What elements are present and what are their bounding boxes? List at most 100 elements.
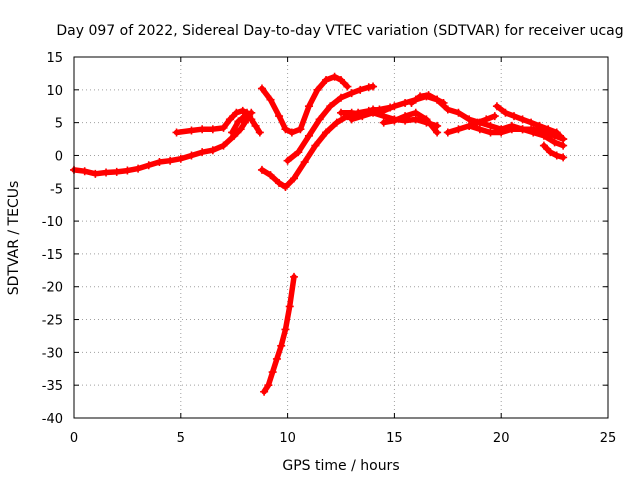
data-point [529,128,538,137]
data-point [255,128,264,137]
data-point [337,75,345,84]
data-point [343,82,352,91]
grid-lines [74,57,608,418]
data-point [379,118,388,127]
data-point [296,125,305,134]
series-trace [541,142,566,161]
data-point [539,141,548,150]
data-point [550,138,559,147]
data-point [313,85,322,94]
series-arc-3 [228,108,256,137]
data-point [281,182,290,191]
data-point [518,125,527,134]
data-point [322,75,331,84]
data-point [482,115,491,124]
data-point [552,128,561,137]
data-point [507,125,516,134]
x-tick-label: 20 [493,431,510,446]
axis-ticks: 0 5 10 15 20 25 -40 -35 -30 -25 -20 -15 -10 -5 0 5 10 15 [42,51,617,446]
data-point [369,82,378,91]
data-point [287,128,296,137]
data-point [290,272,299,281]
x-tick-label: 0 [70,431,78,446]
data-point [544,125,553,134]
plot-frame [73,56,609,419]
data-point [527,118,536,127]
y-tick-label: 5 [55,117,63,132]
series-arc-7 [260,272,299,396]
y-tick-label: -5 [50,182,63,197]
data-point [268,368,277,377]
data-series [70,72,568,396]
data-point [322,128,331,137]
data-point [187,151,196,160]
data-point [422,115,431,124]
series-arc-15 [539,141,568,162]
data-point [443,105,452,114]
data-point [187,126,196,135]
data-point [559,153,568,162]
data-point [330,72,339,81]
chart-title: Day 097 of 2022, Sidereal Day-to-day VTE… [56,23,623,39]
data-point [155,158,164,167]
data-point [424,91,433,100]
data-point [454,108,463,117]
data-point [266,95,275,104]
data-point [492,102,501,111]
data-point [315,115,324,124]
data-point [473,118,482,127]
series-arc-6 [283,82,378,165]
data-point [539,131,548,140]
data-point [166,156,175,165]
data-point [80,167,89,176]
data-point [198,148,207,157]
data-point [208,125,217,134]
data-point [266,171,275,180]
data-point [347,89,356,98]
y-tick-label: 10 [46,84,63,99]
data-point [257,84,266,93]
data-point [281,325,290,334]
data-point [260,387,269,396]
data-point [198,125,207,134]
data-point [285,302,294,311]
data-point [411,108,420,117]
data-point [439,98,448,107]
data-point [347,115,356,124]
data-point [232,108,241,117]
y-tick-label: -40 [42,412,63,427]
y-tick-label: -25 [42,314,63,329]
data-point [238,106,247,115]
series-trace [229,110,255,136]
series-trace [466,113,498,129]
data-point [264,381,273,390]
x-tick-label: 25 [600,431,617,446]
data-point [390,116,399,125]
series-arc-13 [492,102,568,144]
data-point [208,146,217,155]
y-tick-label: -10 [42,215,63,230]
data-point [332,118,341,127]
data-point [337,108,345,117]
data-point [486,128,495,137]
y-tick-label: -20 [42,281,63,296]
data-point [240,112,249,121]
data-point [91,169,100,178]
data-point [416,92,425,101]
series-arc-10 [379,108,442,137]
data-point [443,128,452,137]
series-trace [284,83,376,164]
data-point [552,151,561,160]
x-tick-label: 10 [279,431,296,446]
data-point [497,128,506,137]
y-tick-label: -15 [42,248,63,263]
data-point [475,125,484,134]
x-tick-label: 5 [177,431,185,446]
data-point [311,141,320,150]
data-point [219,123,228,132]
data-point [228,128,237,137]
data-point [277,341,286,350]
data-point [134,164,143,173]
data-point [337,93,345,102]
